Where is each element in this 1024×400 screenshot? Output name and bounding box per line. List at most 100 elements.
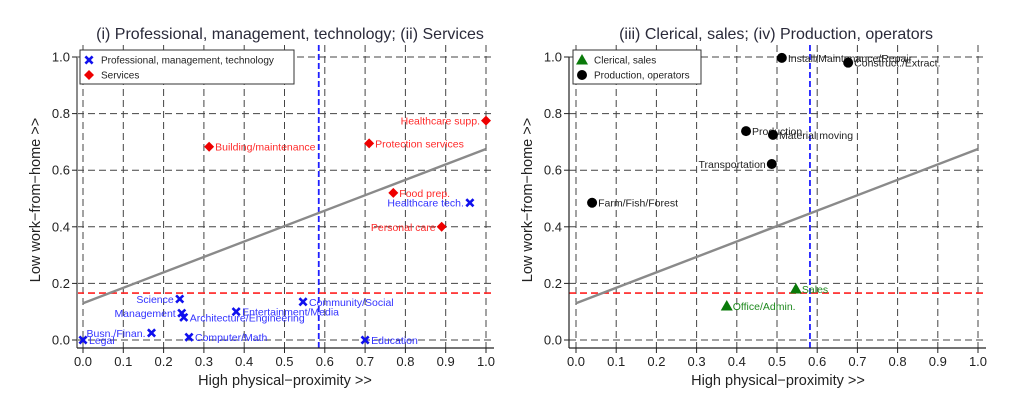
data-point-marker xyxy=(388,187,399,198)
x-tick-label: 0.6 xyxy=(316,354,334,369)
x-tick-label: 0.5 xyxy=(275,354,293,369)
y-tick-label: 0.8 xyxy=(544,106,562,121)
plot-area-left: 0.0 0.1 0.2 0.3 0.4 0.5 0.6 0.7 0.8 0.9 1.0 0.0 0.2 0… xyxy=(52,45,495,369)
x-tick-label: 0.6 xyxy=(808,354,826,369)
y-tick-label: 0.0 xyxy=(52,333,70,348)
x-tick-label: 0.5 xyxy=(768,354,786,369)
data-point-label: Material moving xyxy=(779,130,853,142)
legend-right: Clerical, sales Production, operators xyxy=(572,49,702,85)
data-point-label: Legal xyxy=(89,335,115,347)
x-tick-label: 0.1 xyxy=(607,354,625,369)
data-point-marker xyxy=(146,328,157,338)
data-point-label: Building/maintenance xyxy=(215,142,316,154)
marker-stroke xyxy=(146,328,157,338)
y-axis-label-left: Low work−from−home >> xyxy=(28,118,44,282)
legend-left: Professional, management, technology Serv… xyxy=(79,49,295,85)
marker-stroke xyxy=(179,312,189,322)
data-point-label: Healthcare supp. xyxy=(401,116,480,128)
y-tick-label: 0.2 xyxy=(544,276,562,291)
data-point-label: Personal care xyxy=(371,222,436,234)
x-tick-label: 0.8 xyxy=(889,354,907,369)
data-point-label: Sales xyxy=(802,284,828,296)
series-services: Building/maintenance Protection services F… xyxy=(204,115,491,234)
legend-marker-icon xyxy=(84,70,94,80)
y-tick-label: 0.2 xyxy=(52,276,70,291)
data-point-marker xyxy=(843,57,854,68)
data-point-label: Education xyxy=(371,335,418,347)
x-tick-label: 0.7 xyxy=(848,354,866,369)
data-point-label: Construct./Extract. xyxy=(854,58,940,70)
x-tick-label: 0.4 xyxy=(235,354,253,369)
x-tick-label: 0.3 xyxy=(195,354,213,369)
marker-stroke xyxy=(177,308,187,318)
x-tick-label: 0.3 xyxy=(688,354,706,369)
data-point-marker xyxy=(741,126,752,137)
data-point-label: Community/Social xyxy=(309,297,394,309)
data-point-marker xyxy=(175,294,185,304)
data-point-label: Science xyxy=(136,294,174,306)
legend-entry-label: Production, operators xyxy=(594,71,690,82)
data-point-label: Management xyxy=(114,308,175,320)
y-tick-label: 0.6 xyxy=(52,163,70,178)
data-point-label: Food prep. xyxy=(399,188,450,200)
y-tick-label: 0.0 xyxy=(544,333,562,348)
data-point-label: Computer/Math xyxy=(195,332,268,344)
panel-left: (i) Professional, management, technology… xyxy=(28,26,495,389)
marker-stroke xyxy=(84,55,94,65)
data-point-marker xyxy=(298,297,308,307)
x-tick-label: 1.0 xyxy=(477,354,495,369)
data-point-label: Production xyxy=(752,126,802,138)
fit-line xyxy=(82,147,487,305)
panel-right: (iii) Clerical, sales; (iv) Production, … xyxy=(520,26,987,389)
fit-line xyxy=(575,147,979,305)
legend-marker-icon xyxy=(577,70,587,80)
data-point-marker xyxy=(766,158,777,169)
chart-title-left: (i) Professional, management, technology… xyxy=(96,26,484,43)
x-axis-label-right: High physical−proximity >> xyxy=(691,373,865,389)
y-tick-label: 1.0 xyxy=(52,50,70,65)
y-axis-label-right: Low work−from−home >> xyxy=(520,118,536,282)
data-point-marker xyxy=(587,197,598,208)
data-point-marker xyxy=(204,141,215,152)
data-point-label: Farm/Fish/Forest xyxy=(598,198,678,210)
data-point-label: Busn./Finan. xyxy=(87,328,146,340)
data-point-label: Transportation xyxy=(698,159,765,171)
marker-stroke xyxy=(360,335,370,345)
x-tick-label: 0.8 xyxy=(396,354,414,369)
x-tick-label: 0.2 xyxy=(647,354,665,369)
data-point-marker xyxy=(184,332,194,342)
data-point-marker xyxy=(776,52,787,63)
x-axis-label-left: High physical−proximity >> xyxy=(198,373,372,389)
y-tick-label: 0.4 xyxy=(52,219,70,234)
data-point-marker xyxy=(789,283,802,294)
data-point-marker xyxy=(767,129,778,140)
data-point-marker xyxy=(360,335,370,345)
data-point-marker xyxy=(231,307,241,317)
legend-entry-label: Clerical, sales xyxy=(594,56,656,67)
marker-stroke xyxy=(78,335,88,345)
data-point-marker xyxy=(481,115,491,126)
data-point-marker xyxy=(720,300,733,311)
legend-box xyxy=(572,49,702,85)
chart-title-right: (iii) Clerical, sales; (iv) Production, … xyxy=(619,26,933,43)
y-tick-label: 0.6 xyxy=(544,163,562,178)
legend-marker-icon xyxy=(84,55,94,65)
marker-stroke xyxy=(298,297,308,307)
series-clerical-sales: Office/Admin. Sales xyxy=(720,283,828,313)
legend-marker-icon xyxy=(576,54,588,65)
marker-stroke xyxy=(231,307,241,317)
y-tick-label: 0.8 xyxy=(52,106,70,121)
x-tick-label: 0.1 xyxy=(114,354,132,369)
legend-box xyxy=(79,49,295,85)
data-point-label: Office/Admin. xyxy=(733,301,796,313)
data-point-marker xyxy=(436,221,447,232)
x-tick-label: 0.9 xyxy=(437,354,455,369)
marker-stroke xyxy=(465,198,475,208)
x-tick-label: 0.0 xyxy=(567,354,585,369)
y-tick-label: 0.4 xyxy=(544,219,562,234)
data-point-label: Healthcare tech. xyxy=(387,198,463,210)
x-tick-label: 0.7 xyxy=(356,354,374,369)
x-tick-label: 0.2 xyxy=(155,354,173,369)
